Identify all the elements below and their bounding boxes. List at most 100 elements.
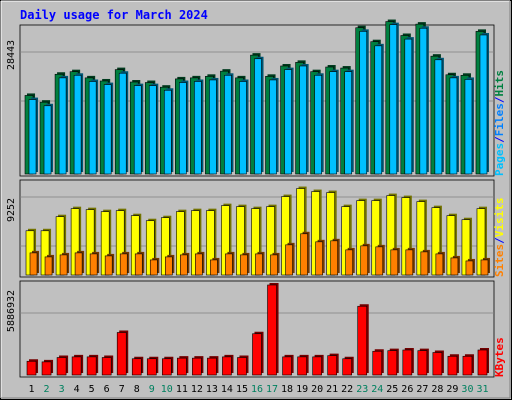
x-tick-label: 15 — [236, 384, 248, 395]
bar-files-14 — [224, 74, 232, 175]
axis-legend-pages-files-hits: Pages/Files/Hits — [493, 70, 506, 176]
bar-kbytes-11 — [177, 357, 187, 376]
bar-kbytes-5 — [86, 356, 97, 376]
bar-files-29 — [449, 77, 458, 175]
bar-sites-30 — [465, 260, 474, 276]
x-tick-label: 26 — [401, 384, 413, 395]
bar-sites-28 — [435, 253, 444, 276]
bar-files-28 — [434, 59, 443, 175]
y-max-label: 5886932 — [6, 290, 17, 332]
bar-sites-19 — [300, 233, 308, 276]
bar-files-5 — [88, 81, 97, 175]
x-tick-label: 14 — [221, 384, 233, 395]
bar-kbytes-13 — [207, 357, 217, 376]
bar-kbytes-20 — [312, 356, 322, 376]
legend-label: Files — [493, 103, 506, 136]
x-tick-label: 4 — [74, 384, 80, 395]
bar-sites-26 — [405, 249, 414, 276]
x-tick-label: 27 — [416, 384, 428, 395]
bar-sites-17 — [270, 254, 278, 276]
bar-files-17 — [269, 79, 277, 175]
bar-kbytes-2 — [41, 361, 52, 376]
bar-files-6 — [103, 84, 112, 175]
bar-files-3 — [58, 77, 67, 175]
x-tick-label: 22 — [341, 384, 353, 395]
bar-sites-10 — [164, 256, 173, 276]
bar-files-22 — [344, 71, 353, 175]
x-tick-label: 13 — [206, 384, 218, 395]
legend-label: KBytes — [493, 337, 506, 377]
bar-sites-2 — [44, 256, 53, 276]
x-tick-label: 17 — [266, 384, 278, 395]
x-tick-label: 20 — [311, 384, 323, 395]
bar-sites-6 — [104, 255, 113, 276]
bar-kbytes-29 — [447, 355, 458, 376]
bar-files-23 — [359, 31, 368, 175]
bar-files-7 — [118, 72, 127, 175]
bar-files-27 — [419, 27, 428, 175]
bar-kbytes-16 — [252, 333, 262, 376]
legend-label: / — [493, 136, 506, 143]
bar-sites-18 — [285, 244, 293, 276]
bar-kbytes-28 — [432, 352, 443, 376]
x-tick-label: 8 — [134, 384, 140, 395]
x-tick-label: 1 — [29, 384, 35, 395]
panel-kbytes: 5886932 KBytes — [6, 280, 506, 378]
bar-files-2 — [43, 105, 52, 175]
x-tick-label: 31 — [476, 384, 488, 395]
bar-kbytes-1 — [26, 360, 37, 376]
bar-sites-4 — [74, 252, 83, 276]
legend-label: / — [493, 237, 506, 244]
x-tick-label: 23 — [356, 384, 368, 395]
bar-sites-16 — [255, 253, 263, 276]
bar-files-15 — [239, 81, 247, 175]
bar-sites-14 — [225, 253, 233, 276]
bar-kbytes-8 — [131, 358, 142, 376]
bar-sites-25 — [390, 249, 399, 276]
bar-files-9 — [148, 85, 157, 175]
bar-sites-13 — [210, 259, 218, 276]
x-tick-label: 11 — [176, 384, 188, 395]
bar-files-30 — [464, 79, 473, 175]
y-max-label: 28443 — [6, 40, 17, 70]
bar-sites-15 — [240, 254, 248, 276]
bar-sites-21 — [330, 240, 338, 276]
bar-kbytes-31 — [477, 349, 488, 376]
chart-panels: 28443Pages/Files/Hits9252Sites/Visits588… — [6, 19, 506, 378]
x-tick-label: 21 — [326, 384, 338, 395]
x-tick-label: 5 — [89, 384, 95, 395]
axis-legend-kbytes: KBytes — [493, 337, 506, 377]
legend-label: Sites — [493, 244, 506, 277]
x-tick-label: 12 — [191, 384, 203, 395]
axis-legend-sites-visits: Sites/Visits — [493, 198, 506, 278]
bar-kbytes-15 — [237, 357, 247, 376]
x-tick-label: 3 — [59, 384, 65, 395]
x-tick-label: 25 — [386, 384, 398, 395]
panel-sites-visits: 9252 Sites/Visits — [6, 179, 506, 278]
bar-files-8 — [133, 85, 142, 175]
x-tick-label: 29 — [446, 384, 458, 395]
legend-label: Visits — [493, 198, 506, 238]
bar-kbytes-10 — [161, 358, 172, 376]
bar-kbytes-7 — [116, 332, 127, 376]
x-tick-label: 24 — [371, 384, 383, 395]
bar-kbytes-12 — [192, 357, 202, 376]
bar-sites-27 — [420, 251, 429, 276]
bar-kbytes-6 — [101, 357, 112, 376]
x-tick-label: 30 — [461, 384, 473, 395]
legend-label: Hits — [493, 70, 506, 97]
bar-kbytes-4 — [71, 356, 82, 376]
bar-files-10 — [163, 89, 172, 175]
bar-files-12 — [194, 81, 202, 175]
bar-files-20 — [314, 74, 322, 175]
x-tick-label: 7 — [119, 384, 125, 395]
bar-sites-22 — [345, 249, 354, 276]
bar-kbytes-14 — [222, 356, 232, 376]
bar-files-25 — [389, 24, 398, 175]
bar-kbytes-21 — [327, 355, 337, 376]
bar-sites-29 — [450, 257, 459, 276]
bar-kbytes-26 — [402, 349, 413, 376]
x-axis-labels: 1 2 3 4 5 6 7 8 9 10 11 12 13 14 15 16 17 18 19 20 21 22 23 24 2… — [29, 384, 489, 395]
